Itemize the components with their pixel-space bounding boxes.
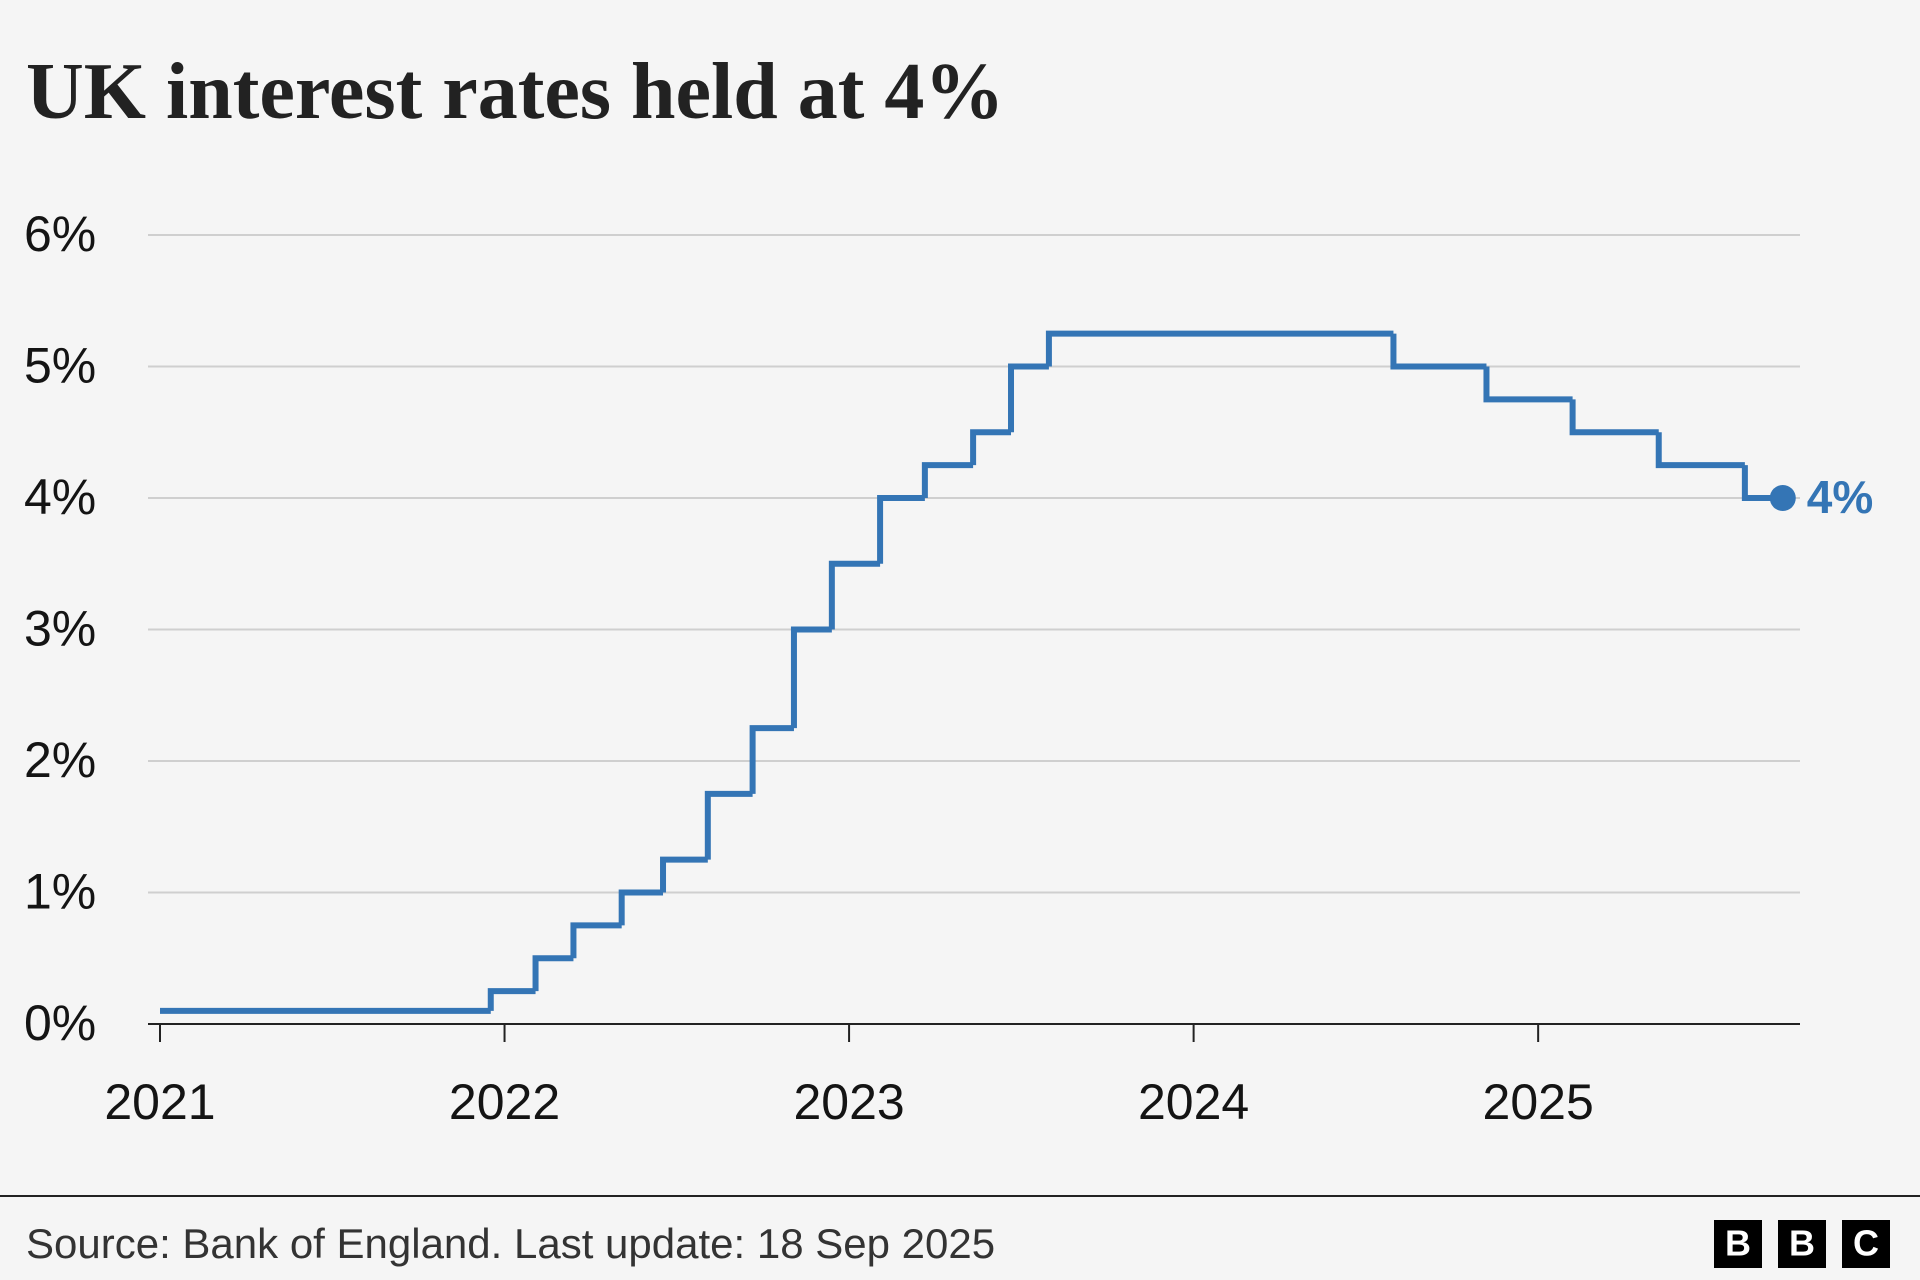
step-segment bbox=[1569, 399, 1659, 436]
chart-title: UK interest rates held at 4% bbox=[26, 48, 1004, 136]
step-segment bbox=[1045, 330, 1394, 367]
step-segment bbox=[704, 790, 753, 860]
logo-letter: B bbox=[1725, 1223, 1751, 1264]
step-segment bbox=[532, 955, 574, 992]
y-tick-label: 4% bbox=[24, 469, 96, 525]
logo-box bbox=[1778, 1220, 1826, 1268]
y-tick-label: 6% bbox=[24, 206, 96, 262]
logo-letter: C bbox=[1853, 1223, 1879, 1264]
y-tick-label: 2% bbox=[24, 732, 96, 788]
step-segment bbox=[1008, 363, 1049, 433]
step-segment bbox=[618, 889, 664, 926]
logo-letter: B bbox=[1789, 1223, 1815, 1264]
y-tick-label: 1% bbox=[24, 864, 96, 920]
x-tick-label: 2024 bbox=[1138, 1074, 1249, 1130]
step-segment bbox=[828, 560, 881, 630]
step-segment bbox=[1390, 333, 1487, 370]
step-segment bbox=[970, 429, 1012, 466]
source: Source: Bank of England. Last update: 18… bbox=[26, 1220, 995, 1267]
x-tick-label: 2021 bbox=[104, 1074, 215, 1130]
step-segment bbox=[1655, 432, 1745, 469]
y-tick-label: 5% bbox=[24, 338, 96, 394]
y-tick-label: 0% bbox=[24, 995, 96, 1051]
x-tick-label: 2022 bbox=[449, 1074, 560, 1130]
x-tick-label: 2023 bbox=[793, 1074, 904, 1130]
step-segment bbox=[921, 462, 974, 498]
step-segment bbox=[487, 988, 536, 1011]
logo-box bbox=[1842, 1220, 1890, 1268]
step-segment bbox=[570, 922, 622, 959]
value-label: 4% bbox=[1807, 471, 1873, 523]
step-segment bbox=[877, 495, 925, 564]
step-segment bbox=[749, 725, 794, 794]
step-segment bbox=[660, 856, 708, 893]
y-tick-label: 3% bbox=[24, 601, 96, 657]
end-point bbox=[1769, 485, 1796, 511]
x-tick-label: 2025 bbox=[1483, 1074, 1594, 1130]
step-segment bbox=[1483, 366, 1573, 403]
step-segment bbox=[790, 626, 832, 729]
logo-box bbox=[1714, 1220, 1762, 1268]
